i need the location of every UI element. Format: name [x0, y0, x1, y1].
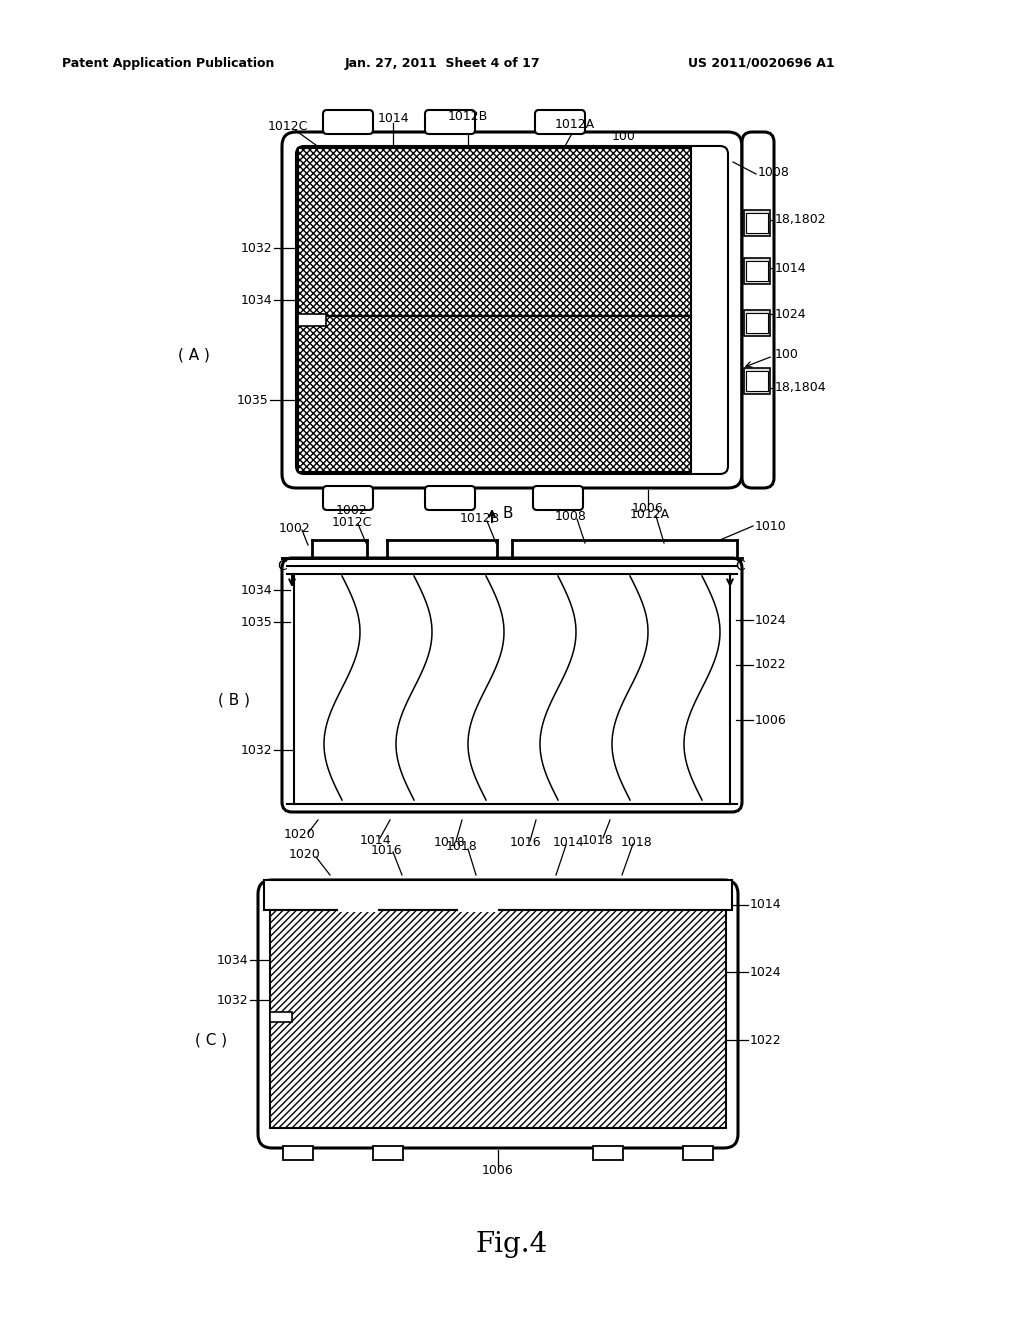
Bar — [746, 371, 768, 391]
FancyBboxPatch shape — [282, 558, 742, 812]
Text: 1018: 1018 — [622, 836, 653, 849]
Text: 1018: 1018 — [582, 833, 613, 846]
Bar — [283, 1146, 313, 1160]
Text: US 2011/0020696 A1: US 2011/0020696 A1 — [688, 57, 835, 70]
Text: 1016: 1016 — [371, 843, 401, 857]
Text: 1014: 1014 — [377, 112, 409, 125]
FancyBboxPatch shape — [535, 110, 585, 135]
Text: 18,1802: 18,1802 — [775, 214, 826, 227]
Text: 100: 100 — [612, 131, 636, 144]
Text: 1024: 1024 — [775, 308, 807, 321]
Text: Jan. 27, 2011  Sheet 4 of 17: Jan. 27, 2011 Sheet 4 of 17 — [345, 57, 541, 70]
Text: 1012A: 1012A — [555, 117, 595, 131]
Text: 1024: 1024 — [750, 965, 781, 978]
Bar — [683, 1146, 713, 1160]
Bar — [746, 213, 768, 234]
FancyBboxPatch shape — [323, 486, 373, 510]
Text: B: B — [502, 507, 512, 521]
Text: 1014: 1014 — [775, 261, 807, 275]
Text: 1032: 1032 — [241, 242, 272, 255]
Text: 1018: 1018 — [434, 837, 466, 850]
FancyBboxPatch shape — [282, 132, 742, 488]
Text: ( C ): ( C ) — [195, 1032, 227, 1048]
Bar — [298, 148, 691, 315]
Bar — [298, 314, 326, 326]
Text: ( B ): ( B ) — [218, 693, 250, 708]
Text: 1018: 1018 — [446, 841, 478, 854]
Text: 1014: 1014 — [552, 837, 584, 850]
Bar — [746, 261, 768, 281]
FancyBboxPatch shape — [296, 147, 728, 474]
Text: 1002: 1002 — [280, 521, 311, 535]
Bar — [373, 1146, 403, 1160]
Text: 1008: 1008 — [758, 166, 790, 180]
Text: 1008: 1008 — [555, 511, 587, 524]
Text: ( A ): ( A ) — [178, 347, 210, 363]
Text: 1034: 1034 — [241, 583, 272, 597]
Text: 18,1804: 18,1804 — [775, 381, 826, 395]
Text: C: C — [735, 558, 744, 573]
Bar — [298, 315, 691, 473]
Text: 1032: 1032 — [216, 994, 248, 1006]
Text: C: C — [278, 558, 287, 573]
FancyBboxPatch shape — [425, 486, 475, 510]
Text: 1014: 1014 — [750, 899, 781, 912]
Text: 1012B: 1012B — [460, 512, 500, 525]
Text: 1022: 1022 — [755, 659, 786, 672]
Bar — [744, 210, 770, 236]
Text: 1006: 1006 — [632, 502, 664, 515]
Bar — [744, 257, 770, 284]
FancyBboxPatch shape — [534, 486, 583, 510]
Text: 1010: 1010 — [755, 520, 786, 532]
Text: 1020: 1020 — [289, 849, 321, 862]
Text: 1012C: 1012C — [268, 120, 308, 132]
Text: 1012B: 1012B — [447, 111, 488, 124]
Text: 100: 100 — [775, 348, 799, 362]
Text: Patent Application Publication: Patent Application Publication — [62, 57, 274, 70]
FancyBboxPatch shape — [258, 880, 738, 1148]
Bar — [593, 1146, 623, 1160]
Text: 1035: 1035 — [241, 615, 272, 628]
Text: 1034: 1034 — [216, 953, 248, 966]
Text: 1016: 1016 — [509, 837, 541, 850]
Text: 1014: 1014 — [359, 833, 391, 846]
FancyBboxPatch shape — [742, 132, 774, 488]
Text: 1006: 1006 — [755, 714, 786, 726]
Bar — [264, 880, 732, 909]
Bar — [270, 1012, 292, 1022]
Bar — [744, 368, 770, 393]
Text: 1006: 1006 — [482, 1163, 514, 1176]
Bar — [458, 884, 498, 912]
Bar — [270, 909, 726, 1129]
Text: 1024: 1024 — [755, 614, 786, 627]
Bar — [744, 310, 770, 337]
Text: 1035: 1035 — [237, 393, 268, 407]
Bar — [746, 313, 768, 333]
Text: 1034: 1034 — [241, 293, 272, 306]
FancyBboxPatch shape — [323, 110, 373, 135]
Text: 1002: 1002 — [336, 503, 368, 516]
Text: 1020: 1020 — [284, 829, 315, 842]
Text: 1032: 1032 — [241, 743, 272, 756]
FancyBboxPatch shape — [425, 110, 475, 135]
Text: 1012C: 1012C — [332, 516, 372, 528]
Bar — [338, 884, 378, 912]
Text: 1022: 1022 — [750, 1034, 781, 1047]
Text: 1012A: 1012A — [630, 507, 670, 520]
Text: Fig.4: Fig.4 — [476, 1232, 548, 1258]
